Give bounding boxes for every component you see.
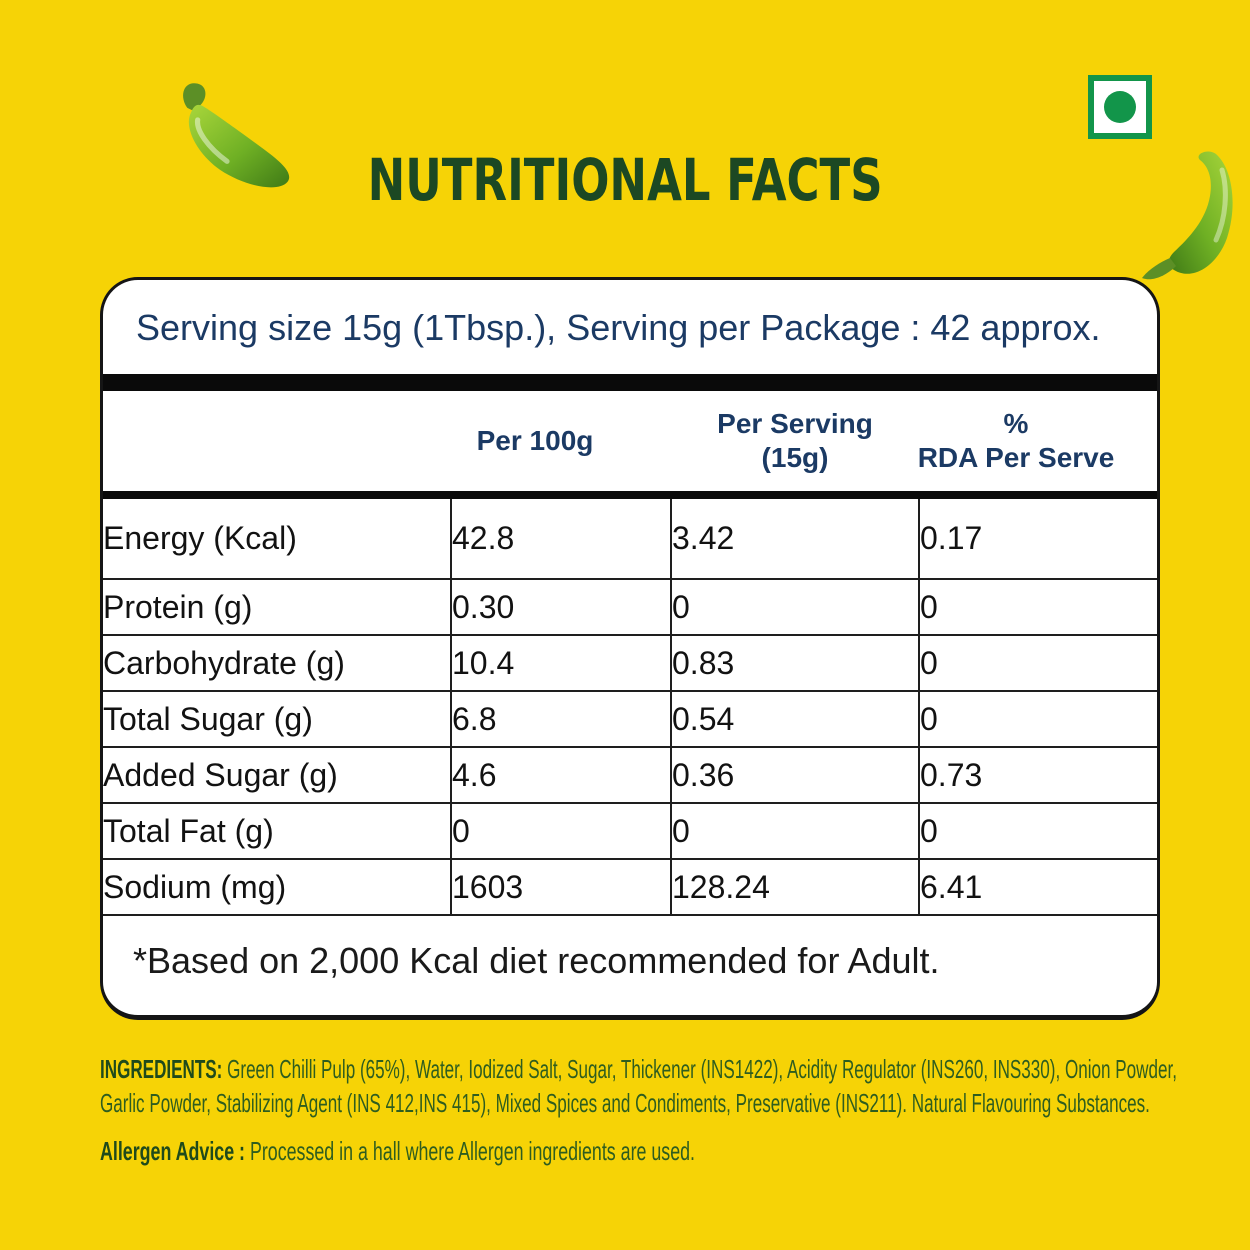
- nutrition-table: Energy (Kcal) 42.8 3.42 0.17 Protein (g) 0.30…: [103, 499, 1157, 916]
- rda-per-serve-cell: 0.17: [918, 499, 1157, 579]
- table-row: Total Fat (g) 0 0 0: [103, 802, 1157, 859]
- per-100g-cell: 0.30: [450, 578, 671, 635]
- diet-footnote: *Based on 2,000 Kcal diet recommended fo…: [133, 940, 940, 981]
- green-chilli-image-left: [183, 83, 290, 188]
- per-100g-cell: 4.6: [450, 746, 671, 803]
- per-100g-cell: 1603: [450, 858, 671, 915]
- row-label-cell: Sodium (mg): [103, 858, 451, 915]
- serving-size-line: Serving size 15g (1Tbsp.), Serving per P…: [136, 307, 1101, 348]
- table-row: Carbohydrate (g) 10.4 0.83 0: [103, 634, 1157, 691]
- header-per-serving-line2: (15g): [761, 442, 829, 473]
- vegetarian-mark-icon: [1088, 75, 1152, 139]
- row-label-cell: Carbohydrate (g): [103, 634, 451, 691]
- rda-per-serve-cell: 0: [918, 690, 1157, 747]
- per-serving-cell: 0.54: [670, 690, 919, 747]
- per-100g-cell: 10.4: [450, 634, 671, 691]
- page-header: NUTRITIONAL FACTS: [0, 148, 1250, 212]
- ingredients-text-2: Garlic Powder, Stabilizing Agent (INS 41…: [100, 1088, 1150, 1118]
- nutrition-card: Serving size 15g (1Tbsp.), Serving per P…: [100, 277, 1160, 1020]
- rda-per-serve-cell: 0: [918, 634, 1157, 691]
- per-100g-cell: 42.8: [450, 499, 671, 579]
- header-per-100g: Per 100g: [425, 424, 645, 458]
- ingredients-section: INGREDIENTS: Green Chilli Pulp (65%), Wa…: [100, 1052, 1250, 1120]
- header-rda-line2: RDA Per Serve: [917, 442, 1115, 473]
- rda-per-serve-cell: 6.41: [918, 858, 1157, 915]
- table-row: Protein (g) 0.30 0 0: [103, 578, 1157, 635]
- chilli-highlight: [1213, 167, 1228, 243]
- header-rda: % RDA Per Serve: [897, 407, 1135, 475]
- per-serving-cell: 0: [670, 802, 919, 859]
- table-header-row: Per 100g Per Serving (15g) % RDA Per Ser…: [103, 391, 1157, 491]
- table-row: Added Sugar (g) 4.6 0.36 0.73: [103, 746, 1157, 803]
- divider-bar-top: [103, 374, 1157, 391]
- table-row: Energy (Kcal) 42.8 3.42 0.17: [103, 499, 1157, 579]
- per-100g-cell: 6.8: [450, 690, 671, 747]
- vegetarian-dot: [1104, 91, 1136, 123]
- ingredients-label: INGREDIENTS:: [100, 1054, 223, 1084]
- allergen-line: Allergen Advice : Processed in a hall wh…: [100, 1134, 695, 1168]
- divider-bar-header: [103, 491, 1157, 499]
- allergen-text: Processed in a hall where Allergen ingre…: [249, 1136, 696, 1166]
- ingredients-line-2: Garlic Powder, Stabilizing Agent (INS 41…: [100, 1086, 1150, 1120]
- chilli-stem: [183, 83, 206, 112]
- per-serving-cell: 0.83: [670, 634, 919, 691]
- header-per-serving-line1: Per Serving: [717, 408, 873, 439]
- row-label-cell: Total Sugar (g): [103, 690, 451, 747]
- chilli-body: [1168, 151, 1233, 274]
- page-title: NUTRITIONAL FACTS: [367, 146, 883, 214]
- ingredients-text-1: Green Chilli Pulp (65%), Water, Iodized …: [227, 1054, 1177, 1084]
- table-row: Sodium (mg) 1603 128.24 6.41: [103, 858, 1157, 915]
- ingredients-line-1: INGREDIENTS: Green Chilli Pulp (65%), Wa…: [100, 1052, 1177, 1086]
- per-100g-cell: 0: [450, 802, 671, 859]
- header-rda-line1: %: [1003, 408, 1029, 439]
- rda-per-serve-cell: 0: [918, 802, 1157, 859]
- per-serving-cell: 128.24: [670, 858, 919, 915]
- chilli-body: [188, 104, 290, 188]
- header-per-100g-text: Per 100g: [476, 425, 594, 456]
- per-serving-cell: 3.42: [670, 499, 919, 579]
- per-serving-cell: 0: [670, 578, 919, 635]
- green-chilli-image-right: [1142, 151, 1233, 280]
- rda-per-serve-cell: 0: [918, 578, 1157, 635]
- header-per-serving: Per Serving (15g): [671, 407, 919, 475]
- table-row: Total Sugar (g) 6.8 0.54 0: [103, 690, 1157, 747]
- row-label-cell: Energy (Kcal): [103, 520, 297, 556]
- rda-per-serve-cell: 0.73: [918, 746, 1157, 803]
- nutrition-table-body: Energy (Kcal) 42.8 3.42 0.17 Protein (g) 0.30…: [103, 499, 1157, 915]
- chilli-stem: [1142, 258, 1176, 280]
- row-label-cell: Total Fat (g): [103, 802, 451, 859]
- allergen-section: Allergen Advice : Processed in a hall wh…: [100, 1134, 1250, 1168]
- allergen-label: Allergen Advice :: [100, 1136, 246, 1166]
- per-serving-cell: 0.36: [670, 746, 919, 803]
- row-label-cell: Protein (g): [103, 578, 451, 635]
- row-label-cell: Added Sugar (g): [103, 746, 451, 803]
- chilli-highlight: [195, 117, 230, 164]
